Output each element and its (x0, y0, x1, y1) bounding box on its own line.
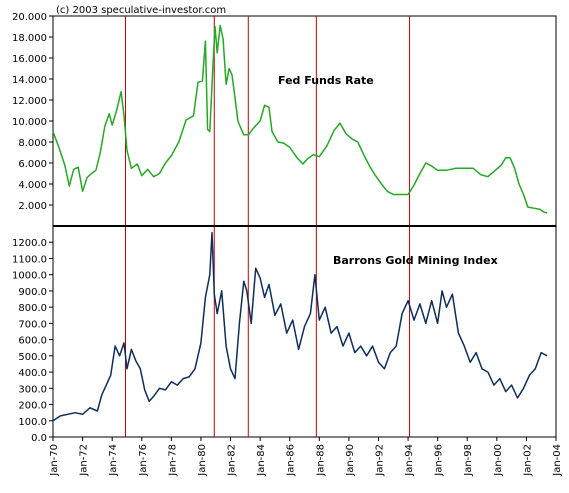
fed-y-tick-label: 4.000 (18, 180, 47, 191)
x-tick-label: Jan-98 (463, 444, 474, 477)
gold-y-tick-label: 400.0 (18, 368, 47, 379)
x-tick-label: Jan-78 (167, 444, 178, 477)
x-tick-label: Jan-04 (552, 444, 563, 477)
gold-y-tick-label: 800.0 (18, 303, 47, 314)
gold-y-tick-label: 1100.0 (12, 254, 47, 265)
x-tick-label: Jan-70 (49, 444, 60, 477)
x-axis: Jan-70 Jan-72 Jan-74 Jan-76 Jan-78 Jan-80 Jan-… (49, 437, 563, 477)
copyright-text: (c) 2003 speculative-investor.com (56, 5, 226, 16)
x-tick-label: Jan-94 (404, 444, 415, 477)
fed-funds-y-axis: 20.000 18.000 16.000 14.000 12.000 10.000 8.00… (12, 12, 53, 212)
gold-index-series (52, 231, 548, 422)
gold-y-tick-label: 500.0 (18, 352, 47, 363)
gold-y-tick-label: 100.0 (18, 417, 47, 428)
fed-y-tick-label: 12.000 (12, 96, 47, 107)
fed-y-tick-label: 6.000 (18, 159, 47, 170)
x-tick-label: Jan-80 (197, 444, 208, 477)
gold-index-y-axis: 1200.0 1100.0 1000.0 900.0 800.0 700.0 600.0 50… (12, 238, 53, 444)
fed-funds-line (52, 24, 548, 214)
x-tick-label: Jan-88 (315, 444, 326, 477)
fed-y-tick-label: 16.000 (12, 54, 47, 65)
x-tick-label: Jan-72 (79, 444, 90, 477)
gold-y-tick-label: 600.0 (18, 336, 47, 347)
x-tick-label: Jan-82 (227, 444, 238, 477)
fed-funds-label: Fed Funds Rate (278, 74, 374, 87)
gold-y-tick-label: 0.0 (31, 433, 47, 444)
x-tick-label: Jan-96 (434, 444, 445, 477)
fed-y-tick-label: 2.000 (18, 201, 47, 212)
gold-y-tick-label: 1000.0 (12, 271, 47, 282)
fed-funds-series (52, 24, 548, 214)
x-tick-label: Jan-02 (522, 444, 533, 477)
gold-index-line (52, 231, 548, 422)
x-tick-label: Jan-74 (108, 444, 119, 477)
gold-y-tick-label: 700.0 (18, 319, 47, 330)
x-tick-label: Jan-76 (138, 444, 149, 477)
x-tick-label: Jan-84 (256, 444, 267, 477)
gold-y-tick-label: 300.0 (18, 384, 47, 395)
x-tick-label: Jan-00 (493, 444, 504, 477)
fed-y-tick-label: 14.000 (12, 75, 47, 86)
x-tick-label: Jan-86 (286, 444, 297, 477)
fed-y-tick-label: 18.000 (12, 33, 47, 44)
gold-y-tick-label: 900.0 (18, 287, 47, 298)
fed-y-tick-label: 10.000 (12, 117, 47, 128)
x-tick-label: Jan-90 (345, 444, 356, 477)
fed-y-tick-label: 20.000 (12, 12, 47, 23)
gold-y-tick-label: 1200.0 (12, 238, 47, 249)
x-tick-label: Jan-92 (374, 444, 385, 477)
gold-y-tick-label: 200.0 (18, 401, 47, 412)
fed-y-tick-label: 8.000 (18, 138, 47, 149)
gold-index-label: Barrons Gold Mining Index (333, 254, 498, 267)
